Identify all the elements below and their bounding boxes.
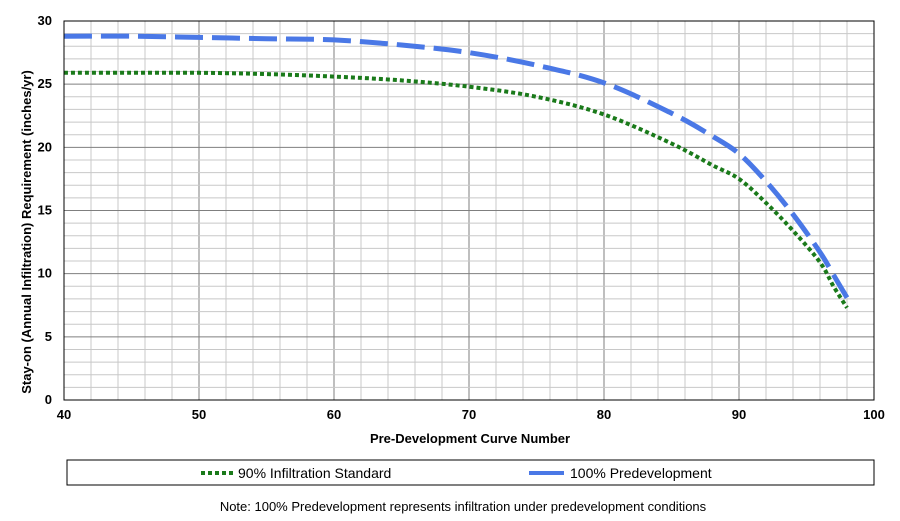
legend-label-90-infiltration-standard: 90% Infiltration Standard — [238, 465, 391, 481]
x-axis-title: Pre-Development Curve Number — [370, 431, 570, 446]
note-text: Note: 100% Predevelopment represents inf… — [220, 499, 707, 514]
x-tick-label: 50 — [192, 407, 206, 422]
x-tick-labels: 40 50 60 70 80 90 100 — [57, 407, 885, 422]
x-tick-label: 60 — [327, 407, 341, 422]
plot-border — [63, 20, 875, 401]
x-tick-label: 40 — [57, 407, 71, 422]
legend: 90% Infiltration Standard 100% Predevelo… — [66, 459, 875, 486]
y-tick-label: 10 — [38, 266, 52, 281]
y-tick-labels: 0 5 10 15 20 25 30 — [38, 13, 52, 407]
y-tick-label: 25 — [38, 76, 52, 91]
x-tick-label: 90 — [732, 407, 746, 422]
y-axis-title: Stay-on (Annual Infiltration) Requiremen… — [19, 70, 34, 394]
legend-box — [66, 459, 875, 486]
legend-label-100-predevelopment: 100% Predevelopment — [570, 465, 712, 481]
y-tick-label: 30 — [38, 13, 52, 28]
series-lines — [63, 33, 850, 309]
x-tick-label: 100 — [863, 407, 885, 422]
y-tick-label: 5 — [45, 329, 52, 344]
x-tick-label: 80 — [597, 407, 611, 422]
series-line-100-predevelopment — [63, 33, 850, 299]
y-tick-label: 20 — [38, 139, 52, 154]
series-line-90-infiltration-standard — [63, 70, 849, 309]
y-tick-label: 0 — [45, 392, 52, 407]
y-tick-label: 15 — [38, 203, 52, 218]
x-tick-label: 70 — [462, 407, 476, 422]
